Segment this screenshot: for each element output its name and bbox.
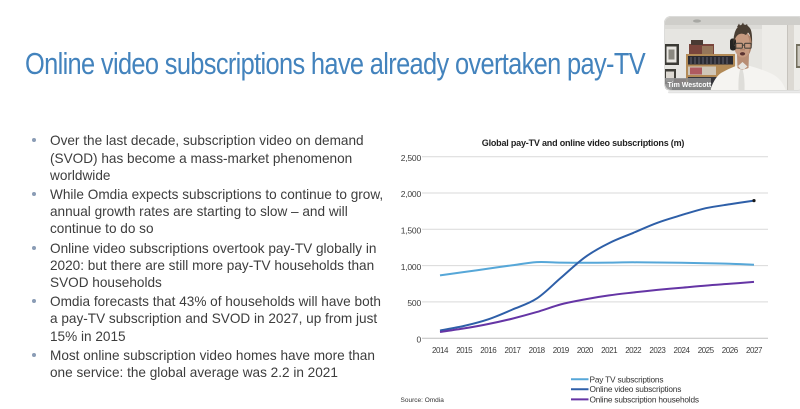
svg-text:2019: 2019: [553, 346, 570, 355]
svg-text:2027: 2027: [746, 346, 763, 355]
svg-text:Online subscription households: Online subscription households: [590, 394, 699, 404]
svg-text:2025: 2025: [698, 346, 715, 355]
svg-text:2018: 2018: [529, 346, 546, 355]
svg-text:2015: 2015: [456, 346, 473, 355]
svg-text:Online video subscriptions: Online video subscriptions: [590, 384, 682, 394]
svg-text:2023: 2023: [649, 346, 666, 355]
svg-text:2017: 2017: [505, 346, 522, 355]
svg-text:2020: 2020: [577, 346, 594, 355]
svg-text:2021: 2021: [601, 346, 618, 355]
svg-text:2014: 2014: [432, 346, 449, 355]
svg-text:2,000: 2,000: [401, 189, 422, 199]
svg-text:Pay TV subscriptions: Pay TV subscriptions: [590, 374, 664, 384]
svg-text:2026: 2026: [722, 346, 739, 355]
svg-text:0: 0: [416, 334, 421, 344]
svg-text:2022: 2022: [625, 346, 642, 355]
svg-text:Source: Omdia: Source: Omdia: [401, 397, 445, 404]
svg-text:Tim Westcott: Tim Westcott: [668, 82, 712, 89]
svg-text:1,500: 1,500: [401, 226, 422, 236]
svg-text:500: 500: [407, 298, 421, 308]
svg-text:1,000: 1,000: [401, 262, 422, 272]
svg-text:2016: 2016: [480, 346, 497, 355]
svg-text:2024: 2024: [674, 346, 691, 355]
svg-text:Global pay-TV and online video: Global pay-TV and online video subscript…: [482, 138, 685, 148]
svg-text:2,500: 2,500: [401, 153, 422, 163]
